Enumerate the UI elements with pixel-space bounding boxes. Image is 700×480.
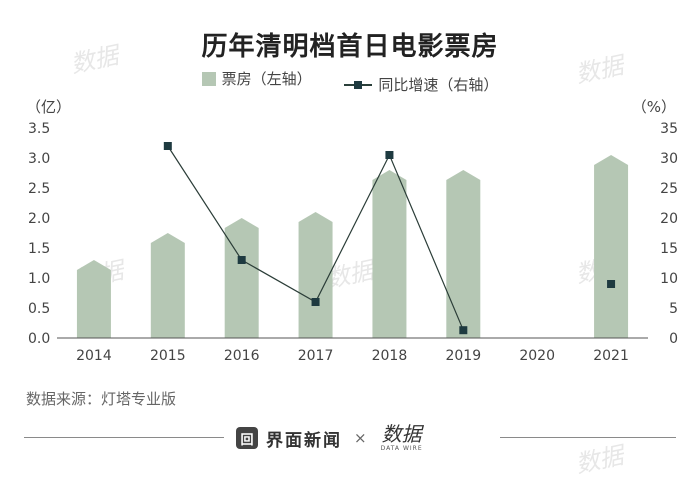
bar-2014 bbox=[76, 260, 111, 338]
data-wire-logo-cn: 数据 bbox=[381, 422, 422, 446]
chart-legend: 票房（左轴） 同比增速（右轴） bbox=[0, 68, 700, 95]
right-axis-unit: （%） bbox=[631, 98, 676, 116]
left-tick-label: 2.0 bbox=[28, 211, 50, 227]
legend-bar-swatch-icon bbox=[201, 71, 216, 86]
right-tick-label: 25 bbox=[660, 181, 678, 197]
right-tick-label: 15 bbox=[660, 241, 678, 257]
left-axis-unit: （亿） bbox=[26, 98, 72, 116]
left-tick-label: 0.0 bbox=[28, 331, 50, 347]
right-tick-label: 5 bbox=[669, 301, 678, 317]
x-tick-label: 2020 bbox=[519, 348, 555, 364]
left-tick-label: 1.5 bbox=[28, 241, 50, 257]
footer-divider-left bbox=[24, 437, 224, 438]
right-tick-label: 20 bbox=[660, 211, 678, 227]
footer-divider-right bbox=[500, 437, 676, 438]
bar-2018 bbox=[372, 170, 407, 338]
legend-item-bar: 票房（左轴） bbox=[201, 68, 312, 89]
jiemian-logo-icon: 回 bbox=[236, 427, 258, 449]
growth-point-2021 bbox=[607, 280, 616, 288]
bar-2016 bbox=[224, 218, 259, 338]
x-tick-label: 2021 bbox=[593, 348, 629, 364]
data-wire-logo-en: DATA WIRE bbox=[380, 445, 423, 452]
growth-point-2018 bbox=[385, 151, 394, 159]
footer: 回 界面新闻 × 数据 DATA WIRE bbox=[0, 418, 700, 458]
right-tick-label: 0 bbox=[669, 331, 678, 347]
x-tick-label: 2014 bbox=[76, 348, 112, 364]
x-tick-label: 2016 bbox=[224, 348, 260, 364]
left-tick-label: 1.0 bbox=[28, 271, 50, 287]
x-tick-label: 2017 bbox=[298, 348, 334, 364]
x-tick-label: 2019 bbox=[445, 348, 481, 364]
growth-point-2019 bbox=[459, 326, 468, 335]
cross-symbol: × bbox=[354, 429, 367, 447]
left-tick-label: 2.5 bbox=[28, 181, 50, 197]
growth-point-2016 bbox=[237, 256, 246, 264]
bar-2017 bbox=[298, 212, 333, 338]
left-tick-label: 3.0 bbox=[28, 151, 50, 167]
data-wire-logo: 数据 DATA WIRE bbox=[381, 424, 423, 452]
legend-line-swatch-icon bbox=[344, 80, 373, 89]
right-tick-label: 10 bbox=[660, 271, 678, 287]
data-source: 数据来源：灯塔专业版 bbox=[26, 390, 177, 408]
x-tick-label: 2018 bbox=[372, 348, 408, 364]
right-tick-label: 30 bbox=[660, 151, 678, 167]
legend-item-line: 同比增速（右轴） bbox=[344, 74, 498, 95]
growth-point-2015 bbox=[163, 142, 172, 150]
right-tick-label: 35 bbox=[660, 121, 678, 137]
brand-name: 界面新闻 bbox=[266, 430, 342, 451]
x-tick-label: 2015 bbox=[150, 348, 186, 364]
bar-2021 bbox=[594, 155, 629, 338]
legend-line-label: 同比增速（右轴） bbox=[378, 76, 499, 94]
chart-title: 历年清明档首日电影票房 bbox=[201, 32, 499, 62]
left-tick-label: 0.5 bbox=[28, 301, 50, 317]
legend-bar-label: 票房（左轴） bbox=[221, 70, 312, 88]
growth-point-2017 bbox=[311, 298, 320, 306]
bar-2019 bbox=[446, 170, 481, 338]
left-tick-label: 3.5 bbox=[28, 121, 50, 137]
footer-brand: 回 界面新闻 × 数据 DATA WIRE bbox=[236, 424, 423, 452]
bar-2015 bbox=[150, 233, 185, 338]
